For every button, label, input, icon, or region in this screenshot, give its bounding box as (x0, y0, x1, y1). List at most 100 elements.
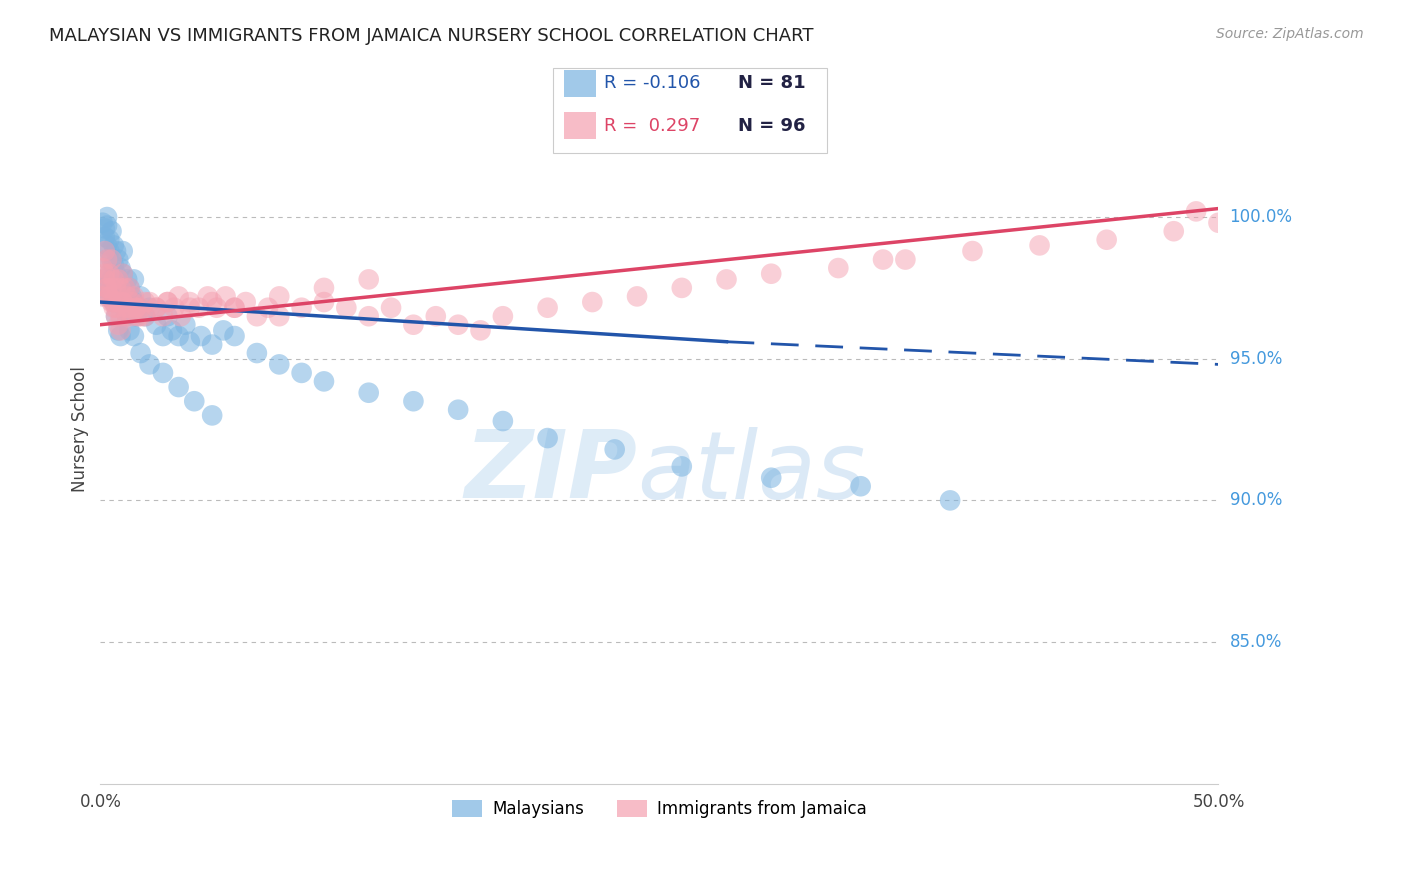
Point (134, 310, 156, 324)
Text: MALAYSIAN VS IMMIGRANTS FROM JAMAICA NURSERY SCHOOL CORRELATION CHART: MALAYSIAN VS IMMIGRANTS FROM JAMAICA NUR… (49, 27, 814, 45)
Point (187, 301, 209, 315)
Point (98, 244, 121, 258)
Point (100, 224, 122, 238)
Point (96, 289, 118, 303)
Point (125, 301, 148, 315)
Point (269, 358, 291, 372)
Point (100, 252, 122, 267)
Point (94, 230, 117, 244)
Point (96, 210, 118, 224)
Text: N = 96: N = 96 (738, 118, 806, 136)
Point (125, 310, 148, 324)
Point (94, 272, 117, 286)
Point (626, 289, 648, 303)
Point (156, 295, 179, 310)
Point (115, 289, 138, 303)
Point (110, 281, 132, 295)
Point (152, 366, 174, 380)
Text: N = 81: N = 81 (738, 74, 806, 92)
Point (103, 258, 125, 272)
Point (492, 310, 515, 324)
Point (91, 216, 114, 230)
Text: Source: ZipAtlas.com: Source: ZipAtlas.com (1216, 27, 1364, 41)
Point (103, 238, 125, 252)
Point (447, 318, 470, 332)
Point (107, 252, 129, 267)
Point (118, 281, 141, 295)
Point (118, 301, 141, 315)
Point (103, 272, 125, 286)
Point (107, 272, 129, 286)
Point (121, 295, 143, 310)
Point (110, 281, 132, 295)
Point (138, 295, 160, 310)
Point (536, 431, 558, 445)
Point (98, 267, 121, 281)
Point (536, 301, 558, 315)
Point (105, 267, 128, 281)
Point (827, 261, 849, 276)
Point (129, 289, 152, 303)
Point (291, 301, 314, 315)
Point (357, 272, 380, 286)
Point (110, 329, 132, 343)
Point (291, 366, 314, 380)
Point (121, 289, 143, 303)
Text: ZIP: ZIP (464, 426, 637, 518)
Point (201, 295, 224, 310)
Point (224, 329, 246, 343)
Point (160, 323, 183, 337)
Point (1185, 204, 1208, 219)
Point (98, 267, 121, 281)
Point (94, 267, 117, 281)
Point (110, 323, 132, 337)
Point (312, 295, 335, 310)
Point (127, 301, 149, 315)
Point (91, 281, 114, 295)
Point (96, 252, 118, 267)
Point (129, 310, 152, 324)
Point (115, 301, 138, 315)
Point (115, 272, 138, 286)
Point (167, 329, 190, 343)
Point (174, 318, 197, 332)
Point (107, 323, 129, 337)
Point (167, 380, 190, 394)
Text: R = -0.106: R = -0.106 (603, 74, 700, 92)
Point (335, 301, 357, 315)
Point (671, 459, 693, 474)
Point (939, 493, 962, 508)
Point (96, 281, 118, 295)
Point (96, 281, 118, 295)
Point (91, 261, 114, 276)
Point (224, 301, 246, 315)
Point (91, 289, 114, 303)
Point (110, 261, 132, 276)
Point (761, 471, 783, 485)
FancyBboxPatch shape (564, 70, 596, 96)
Point (118, 323, 141, 337)
Point (246, 346, 269, 360)
Point (1028, 238, 1050, 252)
Point (156, 310, 179, 324)
Point (100, 272, 122, 286)
Point (94, 244, 117, 258)
Point (111, 267, 134, 281)
Point (179, 334, 201, 349)
FancyBboxPatch shape (564, 112, 596, 139)
Point (183, 394, 205, 409)
Point (118, 281, 141, 295)
Point (152, 310, 174, 324)
Point (1095, 233, 1118, 247)
Point (122, 329, 145, 343)
Point (114, 301, 136, 315)
Point (111, 267, 134, 281)
Point (190, 329, 212, 343)
Point (111, 295, 134, 310)
Point (357, 385, 380, 400)
Point (115, 310, 138, 324)
Point (94, 221, 117, 235)
Point (110, 310, 132, 324)
Point (269, 289, 291, 303)
Point (105, 301, 128, 315)
